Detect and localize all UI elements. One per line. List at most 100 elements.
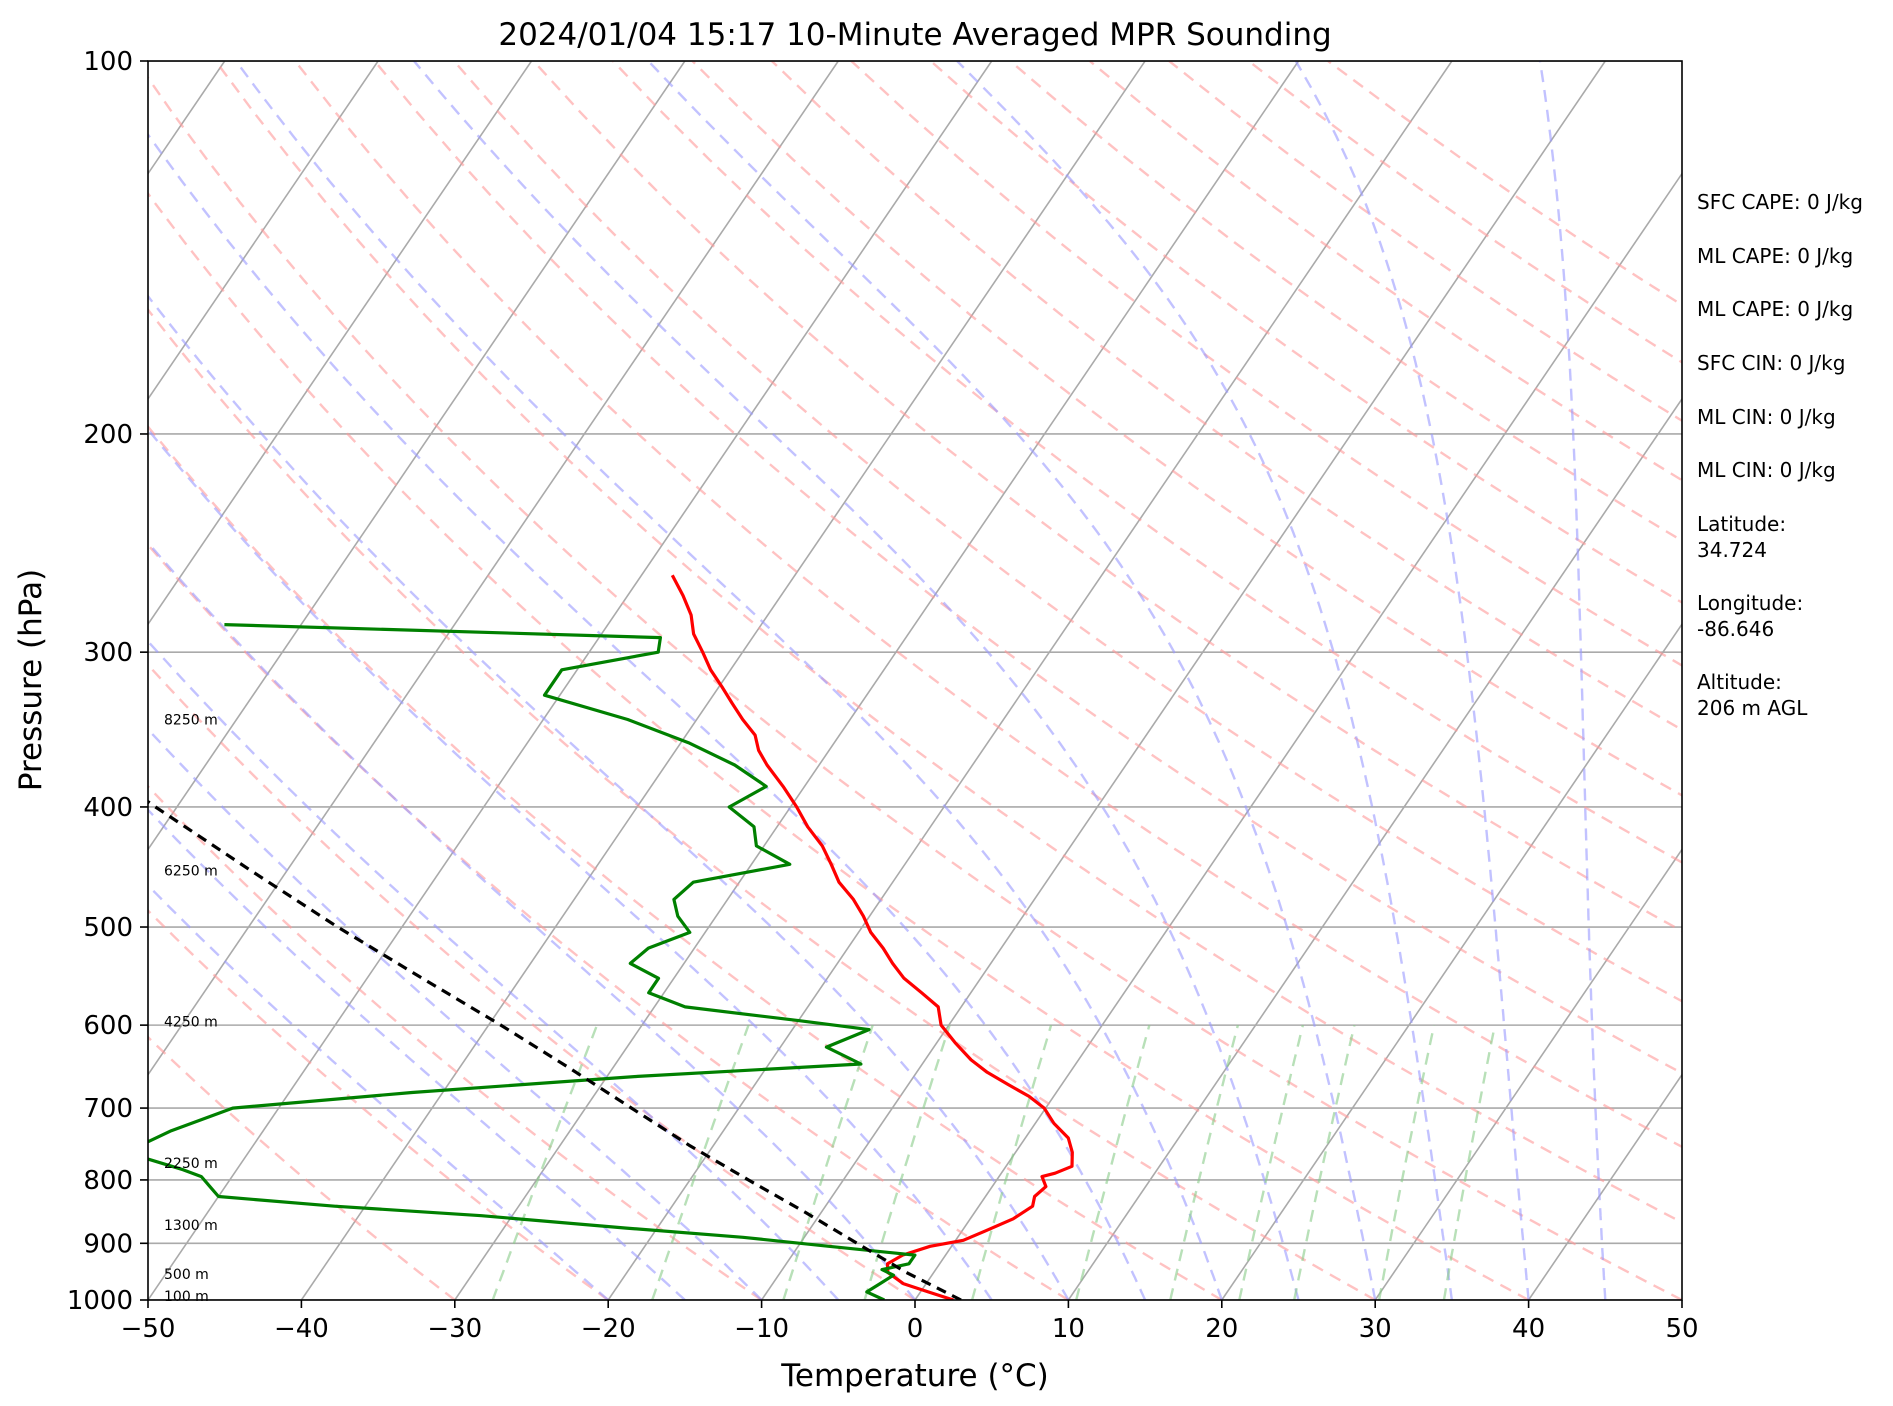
mixing-ratio-line bbox=[1169, 1024, 1240, 1300]
dry-adiabat-line bbox=[148, 191, 1530, 1300]
mixing-ratio-line bbox=[1075, 1024, 1151, 1300]
dry-adiabat-line bbox=[148, 663, 916, 1300]
height-label: 8250 m bbox=[164, 713, 218, 729]
moist-adiabat-line bbox=[1294, 61, 1530, 1300]
mixing-ratio-line bbox=[782, 1024, 874, 1300]
mixing-ratio-line bbox=[1293, 1024, 1356, 1300]
isotherm-line bbox=[148, 61, 379, 401]
mixing-ratio-line bbox=[491, 1024, 599, 1300]
moist-adiabat-line bbox=[148, 808, 686, 1300]
x-tick-label: −50 bbox=[121, 1314, 176, 1344]
mixing-ratio-line bbox=[651, 1024, 750, 1300]
y-tick-label: 600 bbox=[83, 1011, 133, 1041]
x-tick-label: −30 bbox=[427, 1314, 482, 1344]
x-axis-title: Temperature (°C) bbox=[780, 1358, 1049, 1394]
x-tick-label: 30 bbox=[1359, 1314, 1392, 1344]
axes-layer: −50 −40 −30 −20 −10 0 10 20 30 40 50 100 200 300 400 50… bbox=[67, 47, 1699, 1344]
x-tick-label: 50 bbox=[1665, 1314, 1698, 1344]
isotherm-line bbox=[760, 61, 1606, 1300]
altitude-label: Altitude: bbox=[1697, 670, 1782, 694]
moist-adiabat-line bbox=[413, 61, 1300, 1300]
height-label: 1300 m bbox=[164, 1218, 218, 1234]
moist-adiabat-line bbox=[647, 61, 1377, 1300]
y-tick-label: 700 bbox=[83, 1094, 133, 1124]
isotherm-line bbox=[914, 172, 1682, 1300]
y-tick-label: 100 bbox=[83, 47, 133, 77]
dry-adiabat-line bbox=[612, 61, 1682, 864]
y-tick-label: 500 bbox=[83, 913, 133, 943]
dry-adiabat-line bbox=[294, 61, 1682, 1149]
height-label: 6250 m bbox=[164, 863, 218, 879]
dry-adiabat-line bbox=[691, 61, 1682, 797]
dry-adiabat-line bbox=[214, 61, 1682, 1224]
dewpoint-line bbox=[148, 623, 917, 1300]
dry-adiabat-line bbox=[148, 784, 763, 1300]
isotherm-line bbox=[454, 61, 1300, 1300]
y-tick-label: 200 bbox=[83, 420, 133, 450]
isotherm-line bbox=[1067, 397, 1682, 1300]
dry-adiabat-line bbox=[373, 61, 1682, 1075]
info-panel: SFC CAPE: 0 J/kg ML CAPE: 0 J/kg ML CAPE… bbox=[1697, 190, 1863, 720]
moist-adiabat-line bbox=[148, 294, 1070, 1300]
moist-adiabat-line bbox=[148, 427, 993, 1300]
latitude-value: 34.724 bbox=[1697, 538, 1767, 562]
grid-layer bbox=[148, 61, 1682, 1300]
isotherm-line bbox=[148, 61, 686, 851]
x-tick-label: −20 bbox=[581, 1314, 636, 1344]
moist-adiabat-line bbox=[956, 61, 1454, 1300]
x-tick-label: −40 bbox=[274, 1314, 329, 1344]
isotherm-line bbox=[148, 61, 533, 626]
ml-cape-text-2: ML CAPE: 0 J/kg bbox=[1697, 297, 1853, 321]
dry-adiabat-line bbox=[453, 61, 1682, 1003]
x-tick-label: 40 bbox=[1512, 1314, 1545, 1344]
isotherm-line bbox=[148, 61, 839, 1077]
dry-adiabat-line bbox=[770, 61, 1682, 732]
mixing-ratio-line bbox=[1238, 1024, 1305, 1300]
sfc-cape-text: SFC CAPE: 0 J/kg bbox=[1697, 190, 1863, 214]
dry-adiabat-line bbox=[148, 307, 1376, 1300]
moist-adiabat-line bbox=[148, 727, 763, 1300]
series-layer bbox=[148, 574, 1074, 1300]
moist-adiabat-line bbox=[148, 540, 916, 1300]
sfc-cin-text: SFC CIN: 0 J/kg bbox=[1697, 351, 1845, 375]
moist-adiabat-line bbox=[235, 61, 1223, 1300]
x-tick-label: 0 bbox=[907, 1314, 924, 1344]
height-label: 100 m bbox=[164, 1289, 209, 1305]
y-tick-label: 300 bbox=[83, 638, 133, 668]
dry-adiabat-line bbox=[148, 1035, 456, 1300]
height-label: 4250 m bbox=[164, 1015, 218, 1031]
height-label: 500 m bbox=[164, 1267, 209, 1283]
dry-adiabat-line bbox=[148, 908, 609, 1300]
mixing-ratio-line bbox=[1377, 1024, 1436, 1300]
isotherm-line bbox=[1374, 848, 1682, 1300]
height-labels: 100 m 500 m 1300 m 2250 m 4250 m 6250 m 8250 m bbox=[164, 713, 218, 1306]
parcel-line bbox=[148, 799, 962, 1300]
y-tick-label: 1000 bbox=[67, 1286, 133, 1316]
isotherm-line bbox=[1527, 1073, 1682, 1300]
latitude-label: Latitude: bbox=[1697, 512, 1786, 536]
ml-cin-text: ML CIN: 0 J/kg bbox=[1697, 405, 1836, 429]
longitude-label: Longitude: bbox=[1697, 591, 1803, 615]
moist-adiabat-line bbox=[1538, 61, 1607, 1300]
x-tick-label: −10 bbox=[734, 1314, 789, 1344]
height-label: 2250 m bbox=[164, 1156, 218, 1172]
x-tick-label: 20 bbox=[1205, 1314, 1238, 1344]
dry-adiabat-line bbox=[929, 61, 1682, 604]
mixing-ratio-line bbox=[863, 1024, 951, 1300]
moist-adiabat-line bbox=[148, 132, 1147, 1300]
isotherm-line bbox=[300, 61, 1146, 1300]
isotherm-line bbox=[1221, 622, 1682, 1300]
longitude-value: -86.646 bbox=[1697, 617, 1774, 641]
mixing-ratio-line bbox=[970, 1024, 1053, 1300]
chart-title: 2024/01/04 15:17 10-Minute Averaged MPR … bbox=[498, 17, 1331, 53]
ml-cape-text: ML CAPE: 0 J/kg bbox=[1697, 244, 1853, 268]
isotherm-line bbox=[148, 61, 993, 1300]
dry-adiabat-line bbox=[148, 424, 1223, 1300]
moist-adiabat-line bbox=[148, 883, 609, 1300]
altitude-value: 206 m AGL bbox=[1697, 696, 1808, 720]
ml-cin-text-2: ML CIN: 0 J/kg bbox=[1697, 458, 1836, 482]
y-tick-label: 800 bbox=[83, 1166, 133, 1196]
dry-adiabat-line bbox=[148, 543, 1070, 1300]
